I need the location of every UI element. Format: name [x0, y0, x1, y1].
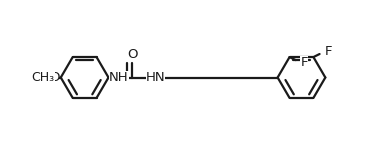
Text: HN: HN: [146, 71, 165, 84]
Text: O: O: [49, 71, 60, 84]
Text: O: O: [127, 48, 137, 61]
Text: NH: NH: [109, 71, 129, 84]
Text: F: F: [324, 45, 332, 58]
Text: F: F: [300, 56, 308, 69]
Text: CH₃: CH₃: [32, 71, 55, 84]
